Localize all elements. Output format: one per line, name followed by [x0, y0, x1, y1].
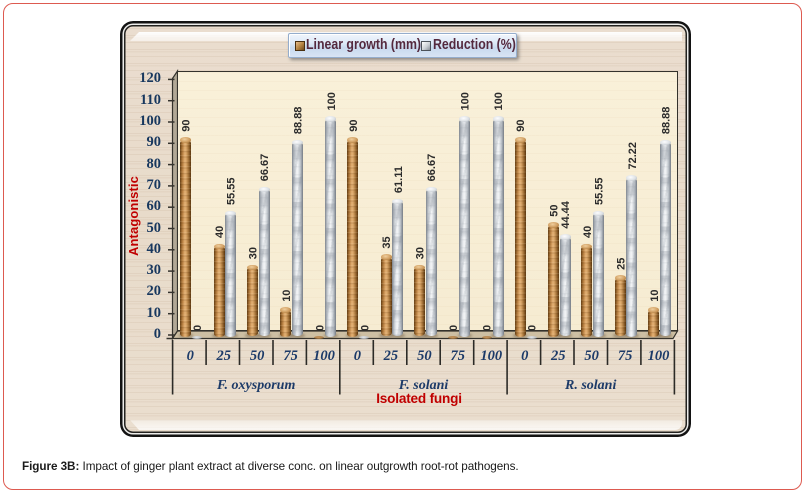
svg-text:100: 100 — [493, 92, 505, 110]
svg-text:10: 10 — [281, 290, 293, 302]
svg-text:100: 100 — [326, 92, 338, 110]
svg-text:0: 0 — [359, 325, 371, 331]
svg-text:0: 0 — [314, 325, 326, 331]
svg-text:25: 25 — [615, 258, 627, 270]
svg-text:90: 90 — [348, 120, 360, 132]
svg-text:55.55: 55.55 — [226, 177, 238, 205]
svg-text:35: 35 — [381, 236, 393, 248]
svg-text:66.67: 66.67 — [426, 154, 438, 182]
svg-text:66.67: 66.67 — [259, 154, 271, 182]
svg-text:40: 40 — [214, 226, 226, 238]
svg-text:10: 10 — [649, 290, 661, 302]
svg-text:100: 100 — [460, 92, 472, 110]
svg-text:88.88: 88.88 — [293, 107, 305, 135]
svg-text:88.88: 88.88 — [660, 107, 672, 135]
svg-text:55.55: 55.55 — [594, 177, 606, 205]
svg-text:0: 0 — [482, 325, 494, 331]
svg-text:50: 50 — [549, 205, 561, 217]
svg-text:90: 90 — [181, 120, 193, 132]
svg-text:0: 0 — [448, 325, 460, 331]
svg-text:0: 0 — [192, 325, 204, 331]
svg-text:61.11: 61.11 — [393, 166, 405, 193]
svg-text:72.22: 72.22 — [627, 142, 639, 170]
svg-text:40: 40 — [582, 226, 594, 238]
svg-text:30: 30 — [415, 247, 427, 259]
svg-text:90: 90 — [515, 120, 527, 132]
svg-text:30: 30 — [247, 247, 259, 259]
svg-text:0: 0 — [527, 325, 539, 331]
svg-text:44.44: 44.44 — [560, 200, 572, 228]
